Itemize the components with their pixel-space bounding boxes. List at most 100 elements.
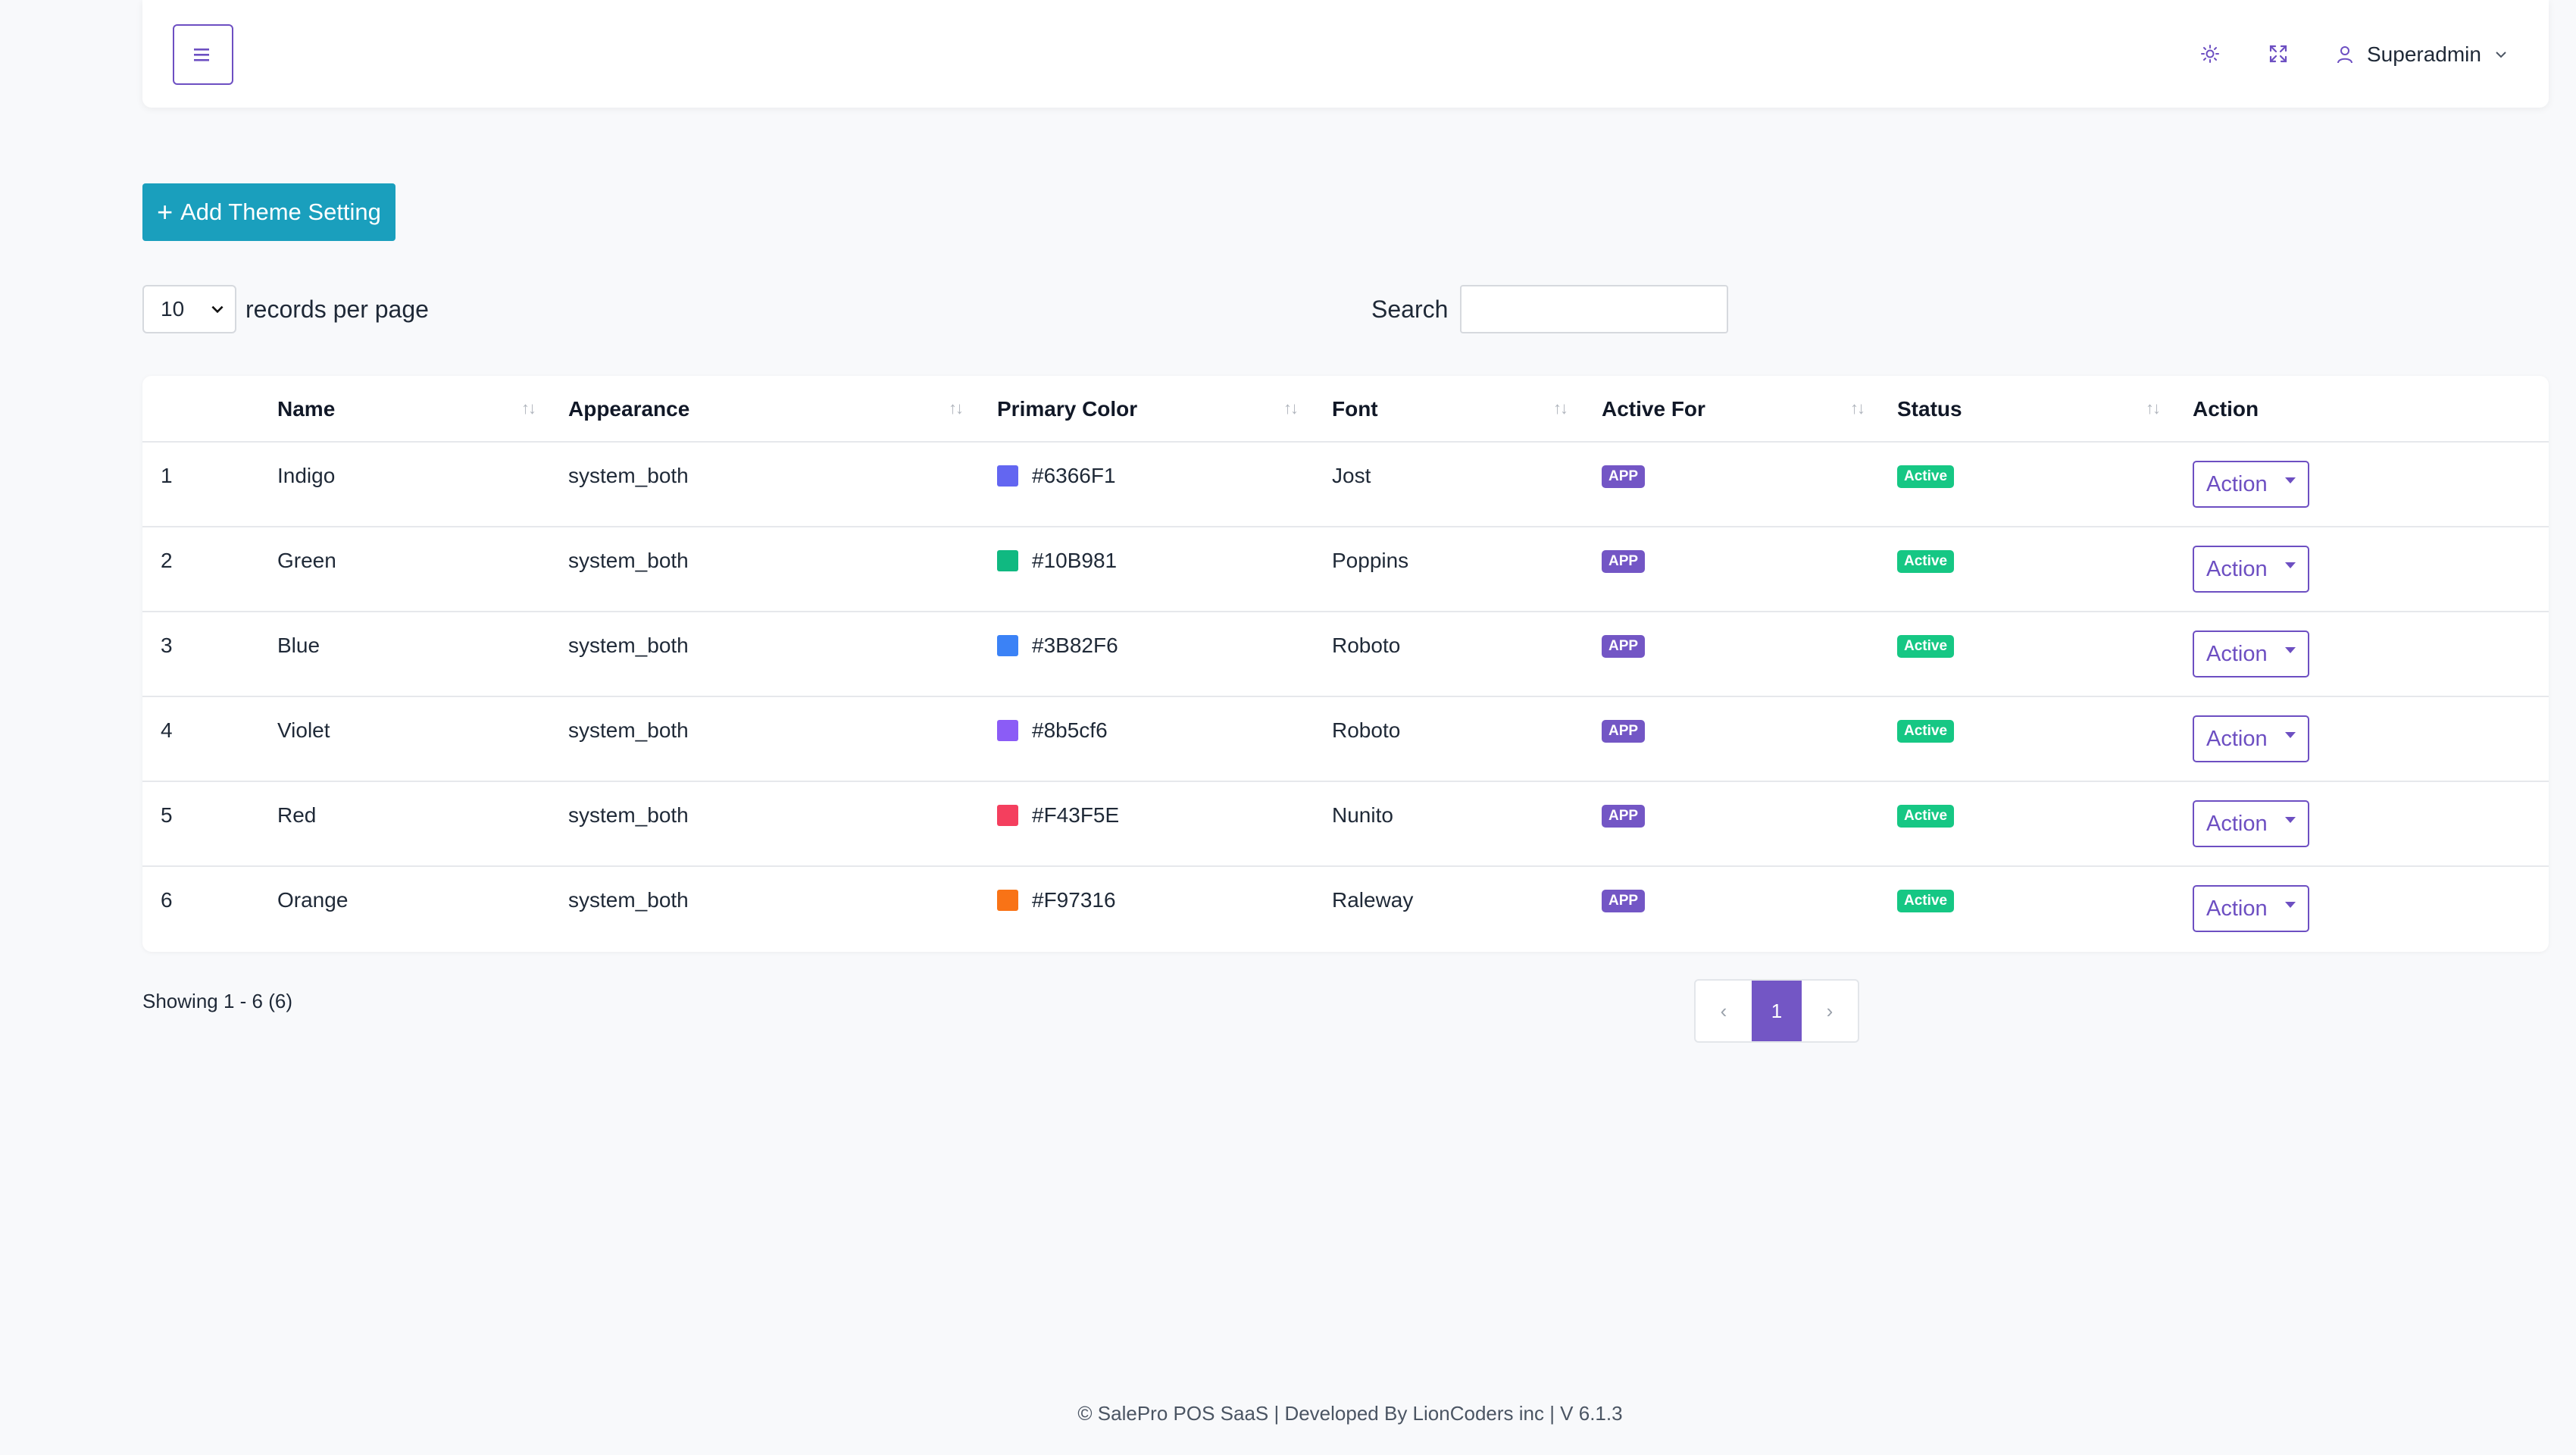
active-for-badge: APP [1602, 805, 1646, 828]
fullscreen-button[interactable] [2265, 41, 2291, 67]
color-hex: #6366F1 [1032, 464, 1116, 487]
user-icon [2337, 46, 2352, 64]
action-dropdown-button[interactable]: Action [2193, 461, 2309, 508]
table-row: 3 Blue system_both #3B82F6 Roboto APP Ac… [142, 612, 2549, 697]
active-for-badge: APP [1602, 550, 1646, 573]
primary-color-value: #F97316 [997, 888, 1116, 912]
theme-name: Red [277, 803, 317, 827]
color-swatch [997, 549, 1018, 571]
action-dropdown-button[interactable]: Action [2193, 546, 2309, 593]
color-hex: #8b5cf6 [1032, 718, 1108, 742]
action-label: Action [2206, 471, 2268, 496]
sort-icon[interactable]: ↑↓ [1283, 399, 1299, 418]
theme-settings-table: Name ↑↓ Appearance ↑↓ Primary Color ↑↓ F… [142, 376, 2549, 952]
theme-name: Indigo [277, 464, 336, 487]
primary-color-value: #6366F1 [997, 464, 1116, 488]
action-label: Action [2206, 726, 2268, 751]
appearance-value: system_both [568, 464, 689, 487]
primary-color-value: #F43F5E [997, 803, 1119, 828]
theme-toggle-button[interactable] [2197, 41, 2223, 67]
color-swatch [997, 465, 1018, 487]
theme-name: Blue [277, 634, 320, 657]
font-value: Roboto [1332, 634, 1401, 657]
search-input[interactable] [1460, 285, 1729, 333]
table-row: 6 Orange system_both #F97316 Raleway APP… [142, 867, 2549, 952]
records-per-page-select[interactable]: 10 [142, 285, 236, 333]
theme-name: Violet [277, 718, 330, 742]
primary-color-value: #10B981 [997, 549, 1117, 573]
primary-color-value: #3B82F6 [997, 634, 1118, 658]
search-label: Search [1371, 295, 1449, 323]
appearance-value: system_both [568, 718, 689, 742]
column-header-action: Action [2193, 397, 2259, 421]
table-row: 1 Indigo system_both #6366F1 Jost APP Ac… [142, 443, 2549, 527]
footer-credit: © SalePro POS SaaS | Developed By LionCo… [1077, 1402, 1623, 1425]
table-row: 4 Violet system_both #8b5cf6 Roboto APP … [142, 697, 2549, 782]
active-for-badge: APP [1602, 465, 1646, 488]
appearance-value: system_both [568, 634, 689, 657]
next-page-button[interactable]: › [1826, 999, 1834, 1022]
chevron-down-icon [211, 305, 224, 314]
sort-icon[interactable]: ↑↓ [1553, 399, 1568, 418]
theme-name: Orange [277, 888, 349, 912]
action-label: Action [2206, 641, 2268, 666]
primary-color-value: #8b5cf6 [997, 718, 1108, 743]
add-button-label: Add Theme Setting [180, 199, 381, 225]
appearance-value: system_both [568, 803, 689, 827]
column-header-font[interactable]: Font [1332, 397, 1378, 421]
color-hex: #F43F5E [1032, 803, 1120, 827]
active-for-badge: APP [1602, 890, 1646, 912]
sun-icon [2201, 45, 2219, 63]
caret-down-icon [2285, 732, 2296, 738]
font-value: Raleway [1332, 888, 1414, 912]
action-label: Action [2206, 811, 2268, 836]
pagination: ‹ 1 › [1694, 979, 1859, 1043]
column-header-status[interactable]: Status [1897, 397, 1962, 421]
row-index: 5 [161, 803, 173, 827]
records-per-page-label: records per page [245, 295, 429, 323]
action-dropdown-button[interactable]: Action [2193, 885, 2309, 932]
previous-page-button[interactable]: ‹ [1720, 999, 1727, 1022]
row-index: 4 [161, 718, 173, 742]
color-swatch [997, 889, 1018, 911]
column-header-appearance[interactable]: Appearance [568, 397, 690, 421]
action-dropdown-button[interactable]: Action [2193, 800, 2309, 847]
sort-icon[interactable]: ↑↓ [949, 399, 964, 418]
caret-down-icon [2285, 647, 2296, 653]
sort-icon[interactable]: ↑↓ [2146, 399, 2161, 418]
table-row: 5 Red system_both #F43F5E Nunito APP Act… [142, 782, 2549, 867]
row-index: 6 [161, 888, 173, 912]
action-dropdown-button[interactable]: Action [2193, 715, 2309, 762]
font-value: Roboto [1332, 718, 1401, 742]
action-dropdown-button[interactable]: Action [2193, 630, 2309, 677]
user-menu[interactable]: Superadmin [2335, 38, 2509, 71]
top-navbar: Superadmin [142, 0, 2549, 108]
row-index: 1 [161, 464, 173, 487]
chevron-down-icon [2496, 52, 2506, 58]
font-value: Jost [1332, 464, 1371, 487]
status-badge: Active [1897, 720, 1955, 743]
sort-icon[interactable]: ↑↓ [1850, 399, 1865, 418]
status-badge: Active [1897, 550, 1955, 573]
column-header-active-for[interactable]: Active For [1602, 397, 1705, 421]
expand-icon [2269, 45, 2287, 63]
color-hex: #3B82F6 [1032, 634, 1118, 657]
color-hex: #F97316 [1032, 888, 1116, 912]
page-button-current[interactable]: 1 [1752, 981, 1802, 1041]
column-header-primary-color[interactable]: Primary Color [997, 397, 1138, 421]
status-badge: Active [1897, 635, 1955, 658]
table-row: 2 Green system_both #10B981 Poppins APP … [142, 527, 2549, 612]
sort-icon[interactable]: ↑↓ [521, 399, 536, 418]
hamburger-icon [194, 48, 209, 61]
column-header-name[interactable]: Name [277, 397, 336, 421]
menu-toggle-button[interactable] [173, 24, 233, 85]
font-value: Nunito [1332, 803, 1393, 827]
records-per-page: 10 records per page [142, 285, 429, 333]
add-theme-setting-button[interactable]: + Add Theme Setting [142, 183, 395, 241]
status-badge: Active [1897, 890, 1955, 912]
color-swatch [997, 634, 1018, 656]
action-label: Action [2206, 556, 2268, 581]
caret-down-icon [2285, 902, 2296, 908]
status-badge: Active [1897, 805, 1955, 828]
color-swatch [997, 804, 1018, 826]
